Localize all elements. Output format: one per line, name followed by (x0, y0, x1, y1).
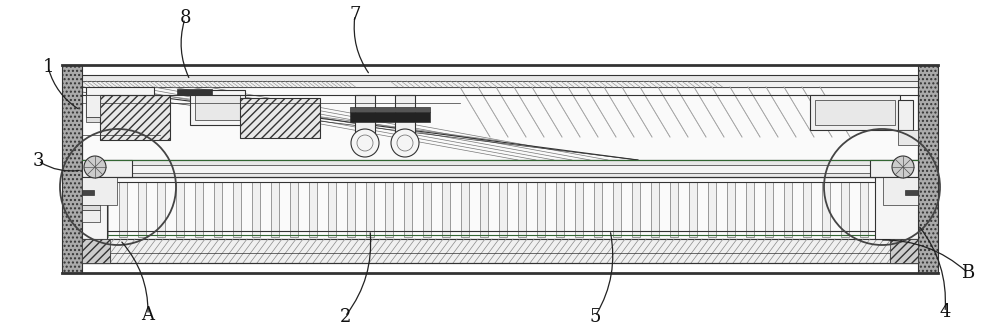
Text: 8: 8 (179, 9, 191, 27)
Text: 4: 4 (939, 303, 951, 321)
Bar (190, 90, 245, 125)
Bar (177, 89, 212, 95)
Bar (461, 182, 469, 237)
Bar (366, 182, 374, 237)
Bar (423, 182, 431, 237)
Bar (82, 81, 918, 87)
Bar (290, 182, 298, 237)
Bar (810, 95, 900, 130)
Bar (195, 182, 203, 237)
Bar (138, 182, 146, 237)
Circle shape (351, 129, 379, 157)
Bar (82, 177, 918, 239)
Text: 3: 3 (32, 152, 44, 170)
Bar (442, 182, 450, 237)
Bar (309, 182, 317, 237)
Bar (82, 190, 94, 195)
Bar (214, 182, 222, 237)
Bar (395, 95, 415, 150)
Bar (556, 182, 564, 237)
Bar (86, 95, 100, 117)
Bar (86, 117, 154, 122)
Bar (575, 182, 583, 237)
Bar (537, 182, 545, 237)
Bar (822, 182, 830, 237)
Bar (82, 239, 918, 263)
Bar (905, 190, 918, 195)
Bar (870, 160, 918, 177)
Bar (784, 182, 792, 237)
Text: 2: 2 (339, 308, 351, 326)
Bar (898, 130, 918, 145)
Bar (119, 182, 127, 237)
Bar (875, 161, 918, 239)
Bar (746, 182, 754, 237)
Bar (632, 182, 640, 237)
Bar (328, 182, 336, 237)
Bar (82, 161, 107, 239)
Bar (86, 87, 154, 117)
Bar (176, 182, 184, 237)
Bar (240, 98, 320, 138)
Bar (82, 177, 117, 205)
Bar (82, 205, 100, 210)
Bar (233, 182, 241, 237)
Bar (803, 182, 811, 237)
Bar (860, 182, 868, 237)
Bar (82, 160, 918, 177)
Bar (651, 182, 659, 237)
Bar (82, 239, 110, 263)
Bar (727, 182, 735, 237)
Bar (518, 182, 526, 237)
Bar (82, 160, 132, 177)
Bar (100, 95, 170, 140)
Bar (157, 182, 165, 237)
Bar (385, 182, 393, 237)
Bar (689, 182, 697, 237)
Bar (765, 182, 773, 237)
Bar (350, 107, 430, 112)
Bar (815, 100, 895, 125)
Bar (499, 182, 507, 237)
Bar (708, 182, 716, 237)
Circle shape (84, 156, 106, 178)
Bar (252, 182, 260, 237)
Bar (594, 182, 602, 237)
Bar (82, 87, 918, 160)
Bar (613, 182, 621, 237)
Bar (883, 177, 918, 205)
Polygon shape (890, 239, 918, 263)
Circle shape (892, 156, 914, 178)
Bar (347, 182, 355, 237)
Bar (100, 182, 108, 237)
Bar (195, 95, 240, 120)
Bar (404, 182, 412, 237)
Bar (670, 182, 678, 237)
Bar (82, 210, 100, 222)
Bar (62, 65, 82, 273)
Bar (82, 75, 918, 81)
Bar (879, 182, 887, 237)
Bar (355, 95, 375, 150)
Bar (918, 65, 938, 273)
Bar (898, 100, 913, 130)
Text: A: A (142, 306, 155, 324)
Bar (350, 112, 430, 122)
Circle shape (391, 129, 419, 157)
Polygon shape (82, 239, 110, 263)
Text: 1: 1 (42, 58, 54, 76)
Bar (82, 165, 918, 173)
Text: 7: 7 (349, 6, 361, 24)
Text: 5: 5 (589, 308, 601, 326)
Bar (480, 182, 488, 237)
Bar (890, 239, 918, 263)
Text: B: B (961, 264, 975, 282)
Bar (841, 182, 849, 237)
Bar (271, 182, 279, 237)
